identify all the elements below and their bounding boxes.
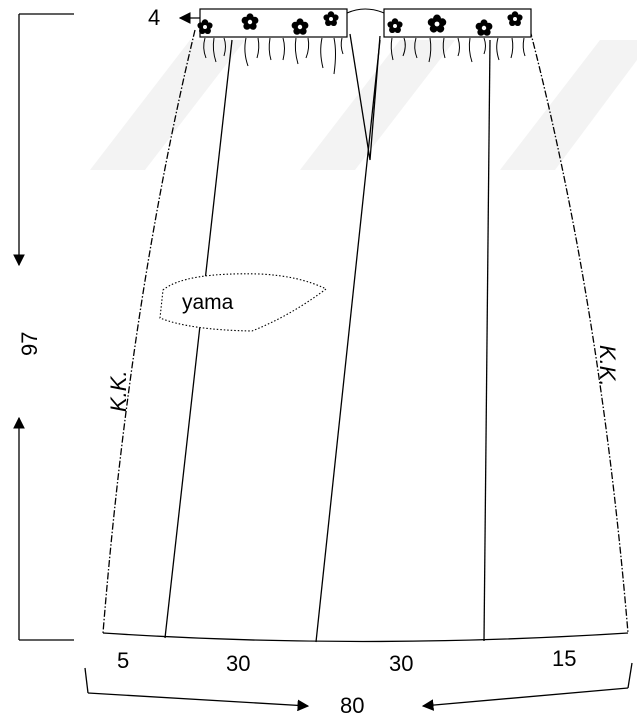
length-dimension [13, 13, 74, 641]
panel-seam-left [164, 39, 233, 639]
panel-seam-right [483, 39, 491, 642]
skirt-outline [102, 29, 629, 643]
left-side-seam [102, 29, 196, 634]
hem-segment-3: 30 [389, 651, 413, 676]
hem-segment-2: 30 [226, 651, 250, 676]
hem-line [102, 632, 629, 643]
pocket-outline [159, 273, 328, 332]
hem-segment-1: 5 [117, 648, 129, 673]
side-seam-label-right: K.K. [595, 345, 620, 387]
side-seam-label-left: K.K. [106, 370, 131, 412]
center-dart [349, 33, 381, 161]
background-watermark [90, 40, 637, 170]
hem-total-value: 80 [340, 693, 364, 718]
gathers [203, 37, 526, 75]
hem-segment-4: 15 [552, 646, 576, 671]
length-value: 97 [17, 332, 42, 356]
waistband-height-dimension: 4 [148, 5, 200, 30]
panel-seam-center [315, 39, 381, 643]
waistband-right [383, 8, 532, 38]
waistband-left [199, 8, 348, 38]
waistband-height-value: 4 [148, 5, 160, 30]
waistband [197, 8, 532, 75]
hem-total-dimension [84, 662, 633, 712]
pocket-label: yama [182, 291, 234, 314]
right-side-seam [529, 29, 629, 634]
